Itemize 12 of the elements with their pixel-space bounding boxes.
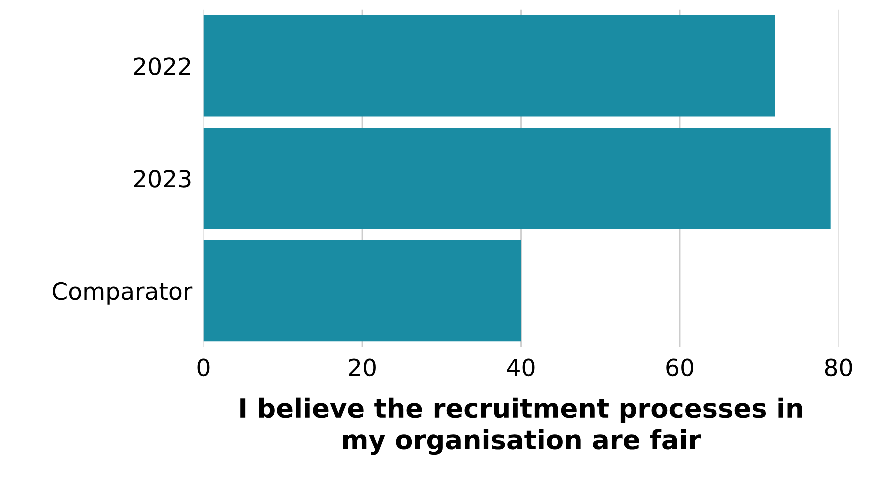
- y-tick-label: Comparator: [52, 282, 193, 305]
- x-tick-label: 80: [825, 358, 852, 377]
- x-tick-label: 60: [666, 358, 694, 377]
- x-tick-label: 40: [507, 358, 535, 377]
- y-tick-label: 2022: [134, 58, 190, 76]
- bar: [204, 240, 522, 342]
- bar: [204, 128, 831, 230]
- y-tick-label: 2023: [134, 170, 191, 188]
- x-tick-label: 0: [198, 358, 210, 377]
- x-tick-label: 20: [349, 358, 376, 377]
- bar: [204, 16, 776, 117]
- x-axis-title: I believe the recruitment processes in my organisation are fair: [240, 398, 802, 456]
